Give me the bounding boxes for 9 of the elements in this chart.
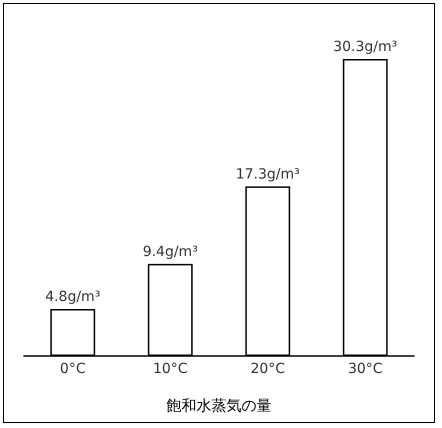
- x-tick-label: 30°C: [348, 361, 383, 377]
- x-tick-label: 0°C: [60, 361, 86, 377]
- x-tick-label: 20°C: [250, 361, 286, 377]
- x-axis-title: 飽和水蒸気の量: [166, 396, 272, 414]
- data-label: 17.3g/m³: [236, 166, 300, 182]
- x-tick-label: 10°C: [152, 361, 188, 377]
- data-label: 9.4g/m³: [142, 244, 198, 260]
- data-label: 30.3g/m³: [333, 39, 398, 55]
- data-label: 4.8g/m³: [45, 288, 100, 305]
